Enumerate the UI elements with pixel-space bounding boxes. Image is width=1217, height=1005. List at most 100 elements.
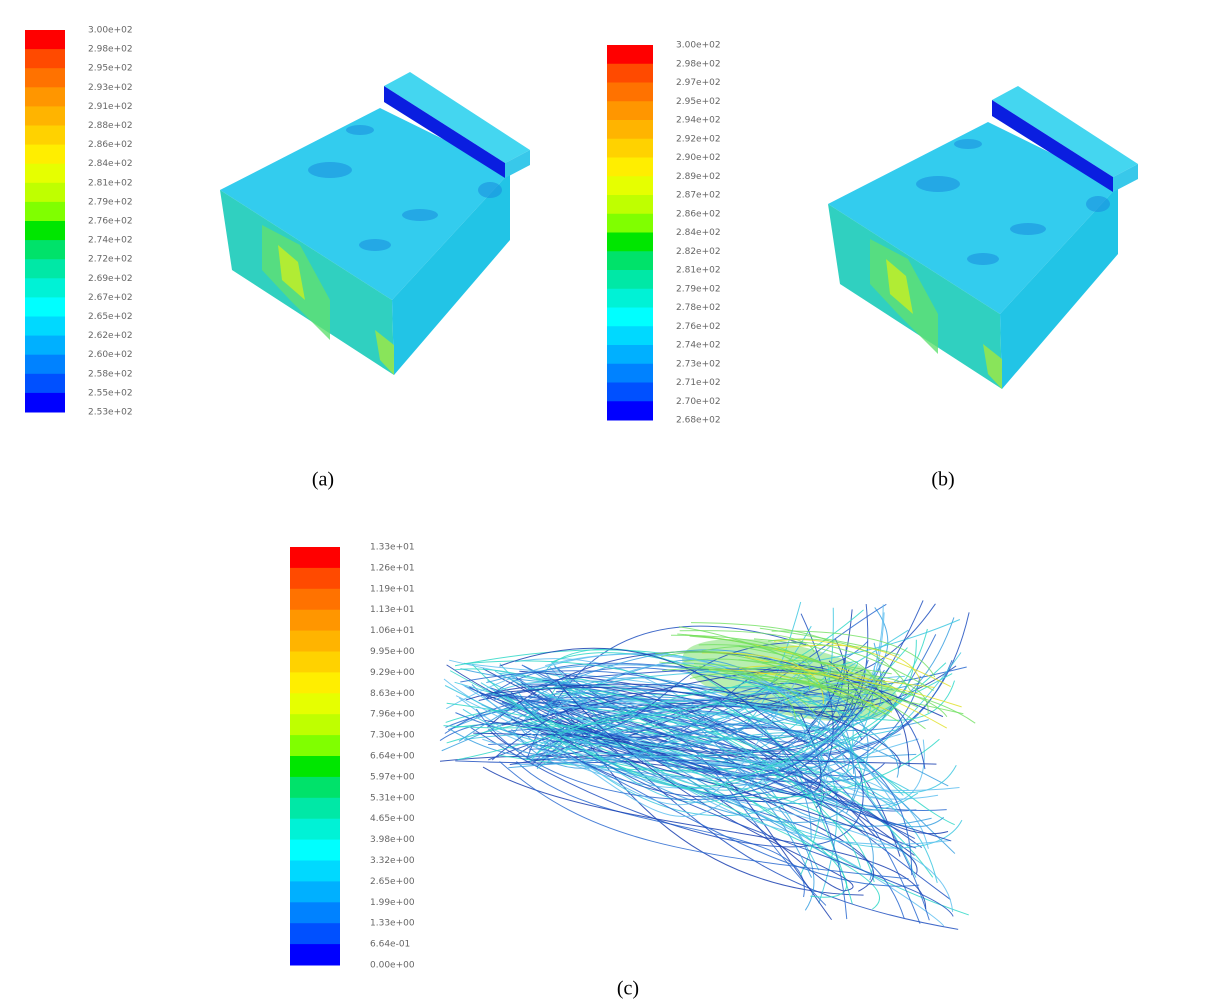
figure: 3.00e+022.98e+022.95e+022.93e+022.91e+02… (0, 0, 1217, 1005)
legend-label: 2.86e+02 (88, 140, 133, 150)
colorbar-band (290, 693, 340, 714)
legend-label: 2.74e+02 (88, 236, 133, 246)
panel-a: 3.00e+022.98e+022.95e+022.93e+022.91e+02… (25, 26, 530, 418)
colorbar-band (290, 819, 340, 840)
colorbar-band (25, 240, 65, 260)
colorbar-band (607, 214, 653, 233)
legend-label: 2.82e+02 (676, 247, 721, 257)
caption: (b) (931, 469, 954, 491)
legend-label: 2.97e+02 (676, 78, 721, 88)
colorbar-band (25, 259, 65, 279)
cool-spot (402, 209, 438, 221)
colorbar-band (25, 355, 65, 375)
colorbar-band (25, 106, 65, 126)
colorbar-band (25, 393, 65, 413)
colorbar-band (607, 364, 653, 383)
legend-label: 2.86e+02 (676, 209, 721, 219)
colorbar-band (607, 233, 653, 252)
panel-b: 3.00e+022.98e+022.97e+022.95e+022.94e+02… (607, 41, 1138, 426)
legend-label: 2.65e+00 (370, 877, 415, 887)
colorbar-band (607, 270, 653, 289)
legend-label: 3.98e+00 (370, 835, 415, 845)
colorbar-band (607, 326, 653, 345)
colorbar-band (290, 881, 340, 902)
legend-label: 2.67e+02 (88, 293, 133, 303)
colorbar-band (607, 308, 653, 327)
caption: (c) (617, 978, 639, 1000)
legend-label: 2.79e+02 (88, 197, 133, 207)
legend-label: 2.72e+02 (88, 255, 133, 265)
colorbar-band (25, 374, 65, 394)
legend-label: 6.64e+00 (370, 752, 415, 762)
colorbar-band (25, 297, 65, 317)
legend-label: 2.90e+02 (676, 153, 721, 163)
legend-label: 2.98e+02 (88, 45, 133, 55)
legend-label: 2.65e+02 (88, 312, 133, 322)
colorbar-band (290, 631, 340, 652)
colorbar-band (25, 183, 65, 203)
legend-label: 5.97e+00 (370, 772, 415, 782)
legend-label: 2.60e+02 (88, 350, 133, 360)
colorbar-band (290, 798, 340, 819)
colorbar-band (25, 202, 65, 222)
legend-label: 2.84e+02 (676, 228, 721, 238)
cool-spot (916, 176, 960, 192)
colorbar-band (290, 902, 340, 923)
legend-label: 3.32e+00 (370, 856, 415, 866)
colorbar-band (290, 923, 340, 944)
colorbar-band (25, 68, 65, 88)
cool-spot (346, 125, 374, 135)
colorbar-band (25, 49, 65, 69)
legend-label: 2.88e+02 (88, 121, 133, 131)
colorbar-band (607, 120, 653, 139)
legend-label: 2.74e+02 (676, 341, 721, 351)
legend-label: 2.68e+02 (676, 416, 721, 426)
legend-label: 1.33e+01 (370, 543, 415, 553)
colorbar-band (25, 221, 65, 241)
colorbar-band (607, 289, 653, 308)
legend-label: 2.55e+02 (88, 388, 133, 398)
colorbar-band (290, 777, 340, 798)
legend-label: 2.69e+02 (88, 274, 133, 284)
panel-c: 1.33e+011.26e+011.19e+011.13e+011.06e+01… (290, 543, 975, 971)
legend-label: 1.06e+01 (370, 626, 415, 636)
legend-label: 2.89e+02 (676, 172, 721, 182)
colorbar-band (290, 756, 340, 777)
colorbar-band (607, 101, 653, 120)
legend-label: 6.64e-01 (370, 940, 410, 950)
colorbar-band (607, 383, 653, 402)
legend-label: 8.63e+00 (370, 689, 415, 699)
legend-label: 2.93e+02 (88, 83, 133, 93)
legend-label: 2.81e+02 (88, 178, 133, 188)
legend-label: 9.29e+00 (370, 668, 415, 678)
legend-label: 2.95e+02 (88, 64, 133, 74)
colorbar-band (25, 278, 65, 298)
colorbar-band (607, 251, 653, 270)
colorbar-band (607, 401, 653, 420)
colorbar-band (607, 195, 653, 214)
colorbar-band (607, 345, 653, 364)
colorbar-band (290, 610, 340, 631)
legend-label: 2.94e+02 (676, 116, 721, 126)
legend-label: 2.78e+02 (676, 303, 721, 313)
legend-label: 9.95e+00 (370, 647, 415, 657)
colorbar-band (607, 158, 653, 177)
legend-label: 1.99e+00 (370, 898, 415, 908)
cool-spot (1086, 196, 1110, 212)
legend-label: 1.13e+01 (370, 605, 415, 615)
cool-spot (478, 182, 502, 198)
colorbar-band (290, 714, 340, 735)
legend-label: 2.71e+02 (676, 378, 721, 388)
legend-label: 2.58e+02 (88, 369, 133, 379)
colorbar-band (290, 944, 340, 965)
cool-spot (359, 239, 391, 251)
colorbar-band (290, 547, 340, 568)
legend-label: 2.91e+02 (88, 102, 133, 112)
colorbar-band (25, 317, 65, 337)
legend-label: 2.62e+02 (88, 331, 133, 341)
legend-label: 2.92e+02 (676, 134, 721, 144)
colorbar-band (607, 83, 653, 102)
legend-label: 5.31e+00 (370, 793, 415, 803)
legend-label: 2.53e+02 (88, 408, 133, 418)
legend-label: 2.76e+02 (88, 217, 133, 227)
